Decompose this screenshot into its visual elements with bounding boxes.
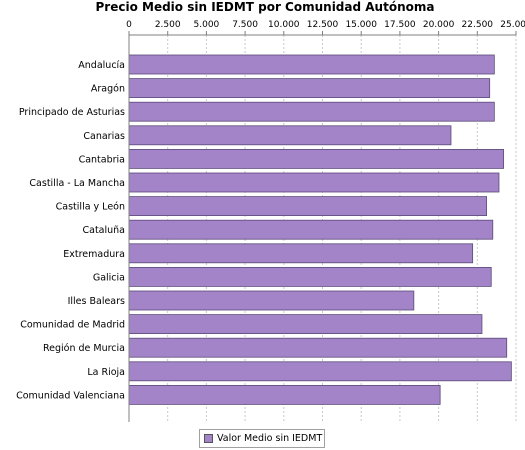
x-tick-label: 15.000	[345, 20, 377, 30]
x-tick-label: 25.000	[500, 20, 525, 30]
x-tick-label: 12.500	[307, 20, 339, 30]
legend: Valor Medio sin IEDMT	[199, 429, 325, 448]
bar	[128, 384, 441, 405]
bar	[128, 101, 495, 122]
bar	[128, 243, 474, 264]
x-tick-label: 0	[126, 20, 132, 30]
x-tick-label: 10.000	[268, 20, 300, 30]
x-tick-label: 7.500	[232, 20, 258, 30]
bar	[128, 266, 492, 287]
category-label: Principado de Asturias	[19, 107, 125, 118]
category-label: Andalucía	[78, 60, 125, 71]
category-label: Aragón	[91, 84, 125, 95]
chart-title: Precio Medio sin IEDMT por Comunidad Aut…	[96, 0, 435, 14]
category-label: Castilla y León	[56, 202, 125, 213]
category-label: Castilla - La Mancha	[29, 178, 125, 189]
category-label: La Rioja	[87, 367, 125, 378]
category-label: Canarias	[83, 131, 125, 142]
legend-label: Valor Medio sin IEDMT	[217, 433, 323, 444]
bar	[128, 337, 508, 358]
x-axis-ticks: 0 2.500 5.000 7.500 10.000 12.500 15.000 17.500…	[126, 20, 525, 35]
legend-swatch	[204, 434, 213, 443]
bar	[128, 196, 487, 217]
bar	[128, 361, 512, 382]
x-tick-label: 20.000	[423, 20, 455, 30]
category-label: Comunidad de Madrid	[20, 320, 125, 331]
x-tick-label: 2.500	[155, 20, 181, 30]
bar	[128, 314, 483, 335]
category-label: Cataluña	[82, 225, 125, 236]
category-labels: Andalucía Aragón Principado de Asturias Can…	[16, 60, 125, 401]
bar	[128, 219, 494, 240]
category-label: Galicia	[93, 272, 125, 283]
category-label: Extremadura	[63, 249, 125, 260]
category-label: Illes Balears	[68, 296, 125, 307]
category-label: Cantabria	[79, 154, 125, 165]
bar	[128, 125, 452, 146]
bar	[128, 172, 500, 193]
bar	[128, 54, 495, 75]
x-tick-label: 17.500	[384, 20, 416, 30]
bar	[128, 290, 415, 311]
x-tick-label: 5.000	[194, 20, 220, 30]
category-label: Comunidad Valenciana	[16, 390, 125, 401]
axes	[128, 31, 516, 422]
x-tick-label: 22.500	[462, 20, 494, 30]
bar	[128, 148, 505, 169]
category-label: Región de Murcia	[43, 343, 125, 354]
bars	[128, 54, 512, 405]
bar	[128, 78, 491, 98]
